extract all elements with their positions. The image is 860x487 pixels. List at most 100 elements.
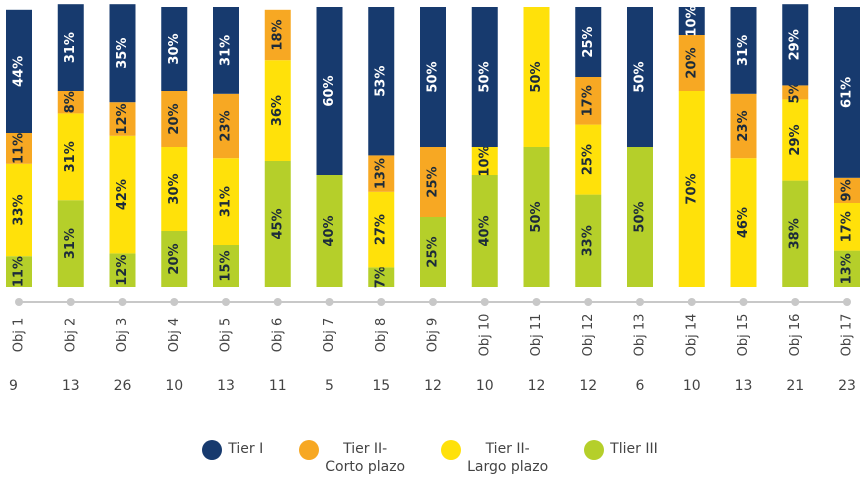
x-tick-label: Obj 17: [840, 314, 855, 357]
count-label: 12: [579, 378, 597, 394]
data-label: 38%: [788, 218, 803, 249]
bar-segment: [471, 147, 498, 175]
bar-segment: [161, 7, 188, 91]
timeline-dot: [170, 298, 179, 306]
data-label: 31%: [63, 32, 78, 63]
bar-segment: [316, 175, 343, 287]
bar-segment: [730, 93, 757, 159]
data-label: 45%: [270, 208, 285, 239]
x-tick-label: Obj 12: [581, 314, 596, 357]
bar-segment: [834, 203, 860, 251]
bar-segment: [420, 147, 446, 217]
timeline-dot: [377, 298, 386, 306]
bar-segment: [420, 217, 446, 287]
x-tick-label: Obj 13: [633, 314, 648, 357]
legend-item: Tlier III: [584, 440, 658, 476]
bar-segment: [161, 147, 188, 231]
bar-segment: [57, 91, 84, 114]
legend: Tier I Tier II- Corto plazo Tier II- Largo…: [0, 440, 860, 476]
legend-swatch: [202, 440, 223, 460]
bar-segment: [575, 124, 602, 195]
data-label: 27%: [374, 214, 389, 245]
data-label: 46%: [736, 207, 751, 238]
x-tick-label: Obj 2: [63, 318, 78, 353]
x-tick-label: Obj 5: [219, 318, 234, 353]
legend-item: Tier II- Corto plazo: [299, 440, 405, 476]
bar-segment: [213, 93, 239, 159]
count-label: 10: [165, 378, 183, 394]
x-tick-label: Obj 9: [426, 318, 441, 353]
data-label: 29%: [788, 29, 803, 60]
count-label: 6: [636, 378, 645, 394]
bar-segment: [109, 135, 136, 254]
count-label: 23: [838, 378, 856, 394]
count-label: 5: [325, 378, 334, 394]
count-label: 12: [424, 378, 442, 394]
bar-segment: [782, 4, 809, 86]
timeline-dot: [843, 298, 851, 306]
bar-segment: [264, 9, 291, 61]
x-tick-label: Obj 3: [115, 318, 130, 353]
timeline-dot: [429, 298, 437, 306]
x-tick-label: Obj 11: [529, 314, 544, 357]
timeline-dot: [636, 298, 644, 306]
bar-segment: [6, 133, 32, 164]
bar-segment: [730, 7, 757, 94]
timeline-dot: [687, 298, 696, 306]
timeline-dot: [791, 298, 800, 306]
legend-label: Tlier III: [610, 441, 658, 457]
data-label: 50%: [477, 61, 492, 92]
count-label: 15: [372, 378, 390, 394]
data-label: 70%: [684, 173, 699, 204]
bar-segment: [213, 245, 239, 287]
timeline-dot: [739, 298, 748, 306]
x-tick-label: Obj 4: [167, 318, 182, 353]
bar-segment: [161, 91, 188, 147]
bar-segment: [264, 161, 291, 287]
legend-label: Tier II- Largo plazo: [467, 441, 549, 475]
data-label: 30%: [167, 33, 182, 64]
timeline-dot: [325, 298, 334, 306]
timeline-dot: [273, 298, 282, 306]
count-label: 10: [683, 378, 701, 394]
timeline-dot: [222, 298, 230, 306]
bar-segment: [368, 191, 395, 268]
x-tick-label: Obj 8: [374, 318, 389, 353]
bar-segment: [420, 7, 446, 147]
data-label: 61%: [840, 77, 855, 108]
count-label: 10: [476, 378, 494, 394]
data-label: 25%: [581, 26, 596, 57]
bar-segment: [627, 7, 653, 147]
legend-swatch: [441, 440, 462, 460]
count-label: 13: [217, 378, 235, 394]
data-label: 25%: [426, 236, 441, 267]
data-label: 40%: [477, 215, 492, 246]
data-label: 31%: [219, 186, 234, 217]
data-label: 35%: [115, 38, 130, 69]
x-tick-label: Obj 10: [477, 314, 492, 357]
data-label: 60%: [322, 75, 337, 106]
bar-segment: [523, 7, 550, 147]
x-tick-label: Obj 6: [270, 318, 285, 353]
bar-segment: [523, 147, 550, 287]
data-label: 7%: [374, 266, 389, 288]
data-label: 31%: [736, 35, 751, 66]
data-label: 10%: [477, 145, 492, 176]
data-label: 15%: [219, 250, 234, 281]
bar-segment: [6, 163, 32, 257]
bar-segment: [161, 231, 188, 287]
data-label: 44%: [12, 56, 27, 87]
x-tick-label: Obj 14: [684, 314, 699, 357]
bar-segment: [834, 250, 860, 287]
data-label: 12%: [115, 255, 130, 286]
data-label: 20%: [167, 243, 182, 274]
bar-segment: [57, 113, 84, 201]
count-label: 21: [786, 378, 804, 394]
data-label: 20%: [684, 47, 699, 78]
legend-label: Tier I: [228, 441, 264, 457]
chart: 11% 33% 11% 44% Obj 1 9 31% 31% 8% 31% Obj 2 13 12% 4…: [6, 4, 860, 394]
bar-segment: [575, 77, 602, 125]
legend-item: Tier II- Largo plazo: [441, 440, 548, 476]
data-label: 33%: [12, 194, 27, 225]
